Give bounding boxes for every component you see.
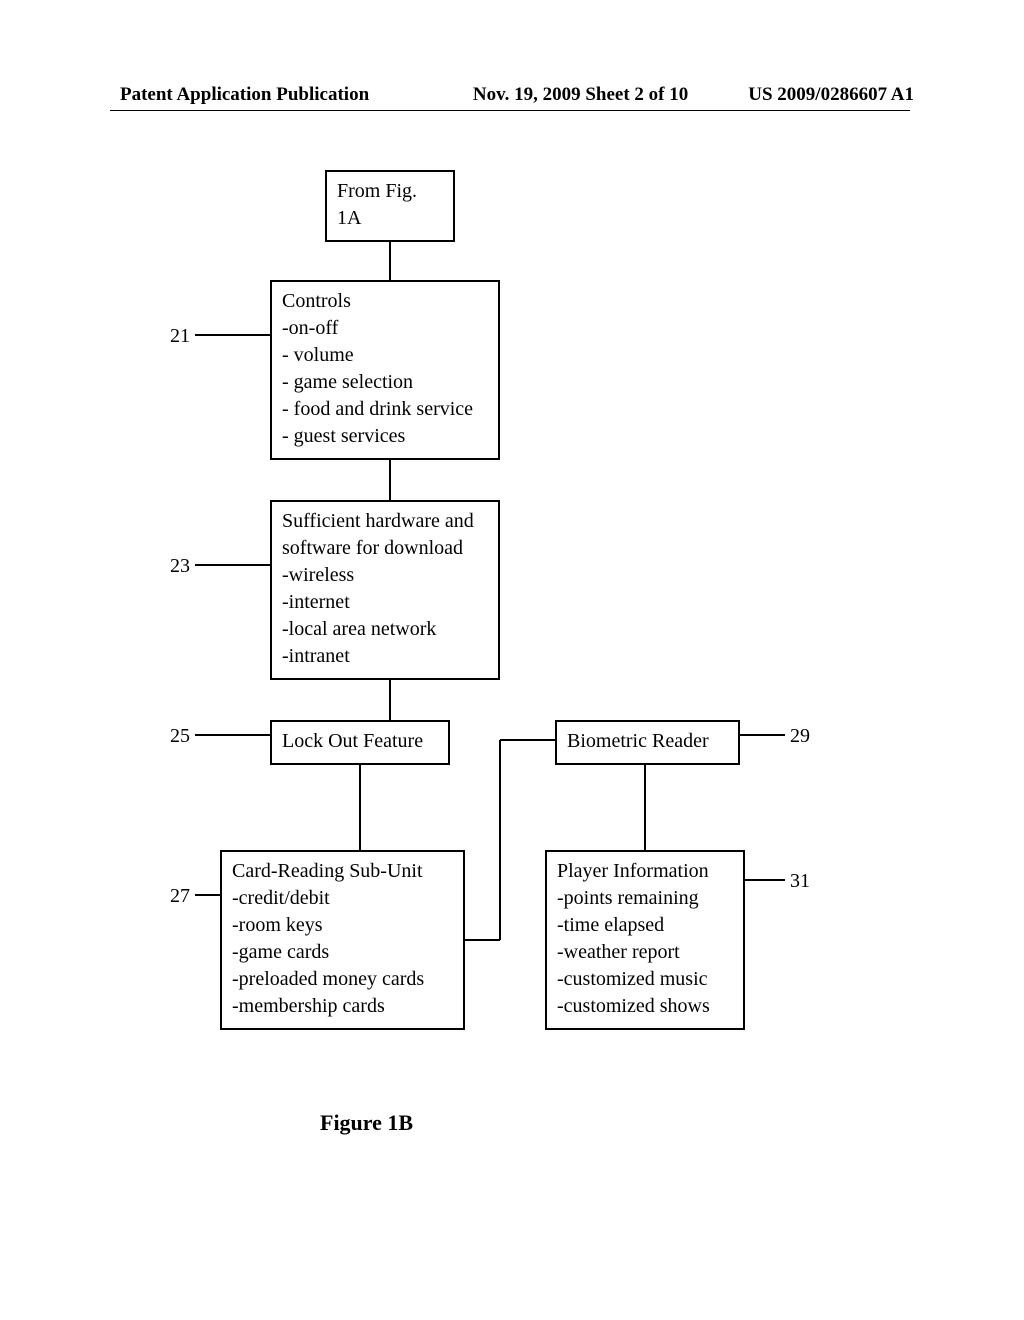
box-item: - game selection xyxy=(282,369,488,396)
box-title: Card-Reading Sub-Unit xyxy=(232,858,453,885)
diagram-canvas: From Fig. 1A Controls -on-off - volume -… xyxy=(0,150,1024,1150)
box-card-reading-subunit: Card-Reading Sub-Unit -credit/debit -roo… xyxy=(220,850,465,1030)
box-title: Biometric Reader xyxy=(567,728,728,755)
ref-29: 29 xyxy=(790,725,810,748)
box-title: Player Information xyxy=(557,858,733,885)
box-item: -points remaining xyxy=(557,885,733,912)
box-item: -internet xyxy=(282,589,488,616)
connector-lines xyxy=(0,150,1024,1150)
box-title: Sufficient hardware and software for dow… xyxy=(282,508,488,562)
box-item: -customized shows xyxy=(557,993,733,1020)
box-item: -intranet xyxy=(282,643,488,670)
box-player-information: Player Information -points remaining -ti… xyxy=(545,850,745,1030)
box-controls: Controls -on-off - volume - game selecti… xyxy=(270,280,500,460)
box-item: -time elapsed xyxy=(557,912,733,939)
box-item: - guest services xyxy=(282,423,488,450)
header-right: US 2009/0286607 A1 xyxy=(748,84,914,106)
box-item: -preloaded money cards xyxy=(232,966,453,993)
header-rule xyxy=(110,110,910,111)
ref-27: 27 xyxy=(170,885,190,908)
ref-23: 23 xyxy=(170,555,190,578)
ref-21: 21 xyxy=(170,325,190,348)
box-item: -game cards xyxy=(232,939,453,966)
header-left: Patent Application Publication xyxy=(120,84,393,106)
page-header: Patent Application Publication Nov. 19, … xyxy=(0,84,1024,106)
ref-25: 25 xyxy=(170,725,190,748)
box-title: From Fig. 1A xyxy=(337,178,443,232)
box-item: - food and drink service xyxy=(282,396,488,423)
box-item: -room keys xyxy=(232,912,453,939)
box-item: -customized music xyxy=(557,966,733,993)
box-item: -local area network xyxy=(282,616,488,643)
box-title: Controls xyxy=(282,288,488,315)
header-mid: Nov. 19, 2009 Sheet 2 of 10 xyxy=(473,84,688,106)
box-title: Lock Out Feature xyxy=(282,728,438,755)
box-item: -weather report xyxy=(557,939,733,966)
box-item: -on-off xyxy=(282,315,488,342)
box-hardware-software: Sufficient hardware and software for dow… xyxy=(270,500,500,680)
box-from-fig-1a: From Fig. 1A xyxy=(325,170,455,242)
figure-caption: Figure 1B xyxy=(320,1110,413,1136)
ref-31: 31 xyxy=(790,870,810,893)
box-biometric-reader: Biometric Reader xyxy=(555,720,740,765)
box-item: -membership cards xyxy=(232,993,453,1020)
box-item: -wireless xyxy=(282,562,488,589)
box-item: - volume xyxy=(282,342,488,369)
box-item: -credit/debit xyxy=(232,885,453,912)
box-lockout-feature: Lock Out Feature xyxy=(270,720,450,765)
